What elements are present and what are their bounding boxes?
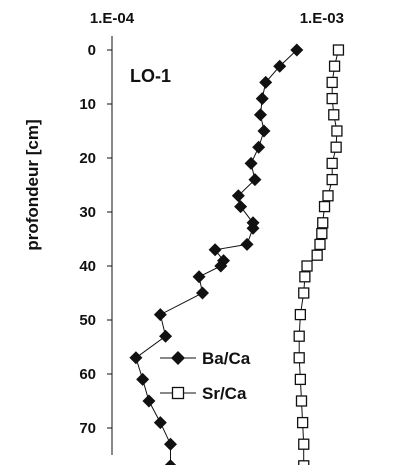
y-tick-label: 50 <box>79 312 96 329</box>
x-tick-label: 1.E-03 <box>300 10 344 27</box>
data-point-ba-ca <box>136 372 150 386</box>
data-point-sr-ca <box>294 373 307 386</box>
data-point-ba-ca <box>259 75 273 89</box>
series-group <box>129 43 345 465</box>
data-point-ba-ca <box>248 173 262 187</box>
data-point-ba-ca <box>246 221 260 235</box>
legend: Ba/Ca Sr/Ca <box>160 349 251 403</box>
data-point-ba-ca <box>192 270 206 284</box>
data-point-ba-ca <box>240 237 254 251</box>
data-point-ba-ca <box>252 140 266 154</box>
y-tick-labels: 0 10 20 30 40 50 60 70 <box>79 42 112 437</box>
y-tick-label: 10 <box>79 96 96 113</box>
y-tick-label: 70 <box>79 420 96 437</box>
x-tick-label: 1.E-04 <box>90 10 135 27</box>
y-tick-label: 40 <box>79 258 96 275</box>
data-point-sr-ca <box>326 76 338 89</box>
data-point-sr-ca <box>330 141 342 153</box>
data-point-sr-ca <box>318 200 331 213</box>
data-point-ba-ca <box>163 437 177 451</box>
data-point-ba-ca <box>253 108 267 122</box>
data-point-ba-ca <box>290 43 304 57</box>
y-tick-label: 30 <box>79 204 96 221</box>
data-point-ba-ca <box>257 124 271 138</box>
data-point-sr-ca <box>326 92 338 105</box>
y-tick-label: 20 <box>79 150 96 167</box>
data-point-ba-ca <box>231 189 245 203</box>
legend-marker-ba-ca <box>171 351 185 365</box>
data-point-ba-ca <box>142 394 156 408</box>
data-point-ba-ca <box>196 286 210 300</box>
data-point-sr-ca <box>317 217 329 229</box>
data-point-ba-ca <box>129 351 143 365</box>
data-point-ba-ca <box>153 416 167 430</box>
data-point-sr-ca <box>326 157 338 170</box>
data-point-sr-ca <box>293 352 305 364</box>
data-point-sr-ca <box>298 287 310 299</box>
data-point-ba-ca <box>214 259 228 273</box>
data-point-sr-ca <box>328 109 340 121</box>
data-point-ba-ca <box>159 329 173 343</box>
x-tick-labels: 1.E-04 1.E-03 <box>90 10 344 27</box>
data-point-sr-ca <box>326 173 338 186</box>
data-point-sr-ca <box>296 416 309 429</box>
data-point-sr-ca <box>294 308 307 321</box>
legend-entry-sr-ca: Sr/Ca <box>160 384 247 403</box>
data-point-sr-ca <box>314 238 326 251</box>
legend-entry-ba-ca: Ba/Ca <box>160 349 251 368</box>
data-point-sr-ca <box>293 330 305 342</box>
y-tick-label: 60 <box>79 366 96 383</box>
data-point-ba-ca <box>273 59 287 73</box>
y-tick-label: 0 <box>88 42 96 59</box>
data-point-ba-ca <box>234 200 248 214</box>
legend-label-ba-ca: Ba/Ca <box>202 349 251 368</box>
data-point-ba-ca <box>164 459 177 465</box>
data-point-sr-ca <box>298 438 310 450</box>
data-point-sr-ca <box>298 460 310 465</box>
data-point-ba-ca <box>208 243 222 257</box>
panel-label: LO-1 <box>130 66 171 86</box>
data-point-sr-ca <box>322 190 334 202</box>
data-point-ba-ca <box>153 308 167 322</box>
data-point-sr-ca <box>332 44 345 56</box>
legend-label-sr-ca: Sr/Ca <box>202 384 247 403</box>
data-point-ba-ca <box>255 92 269 106</box>
legend-marker-sr-ca <box>171 386 185 400</box>
data-point-sr-ca <box>311 249 323 261</box>
data-point-ba-ca <box>244 156 258 170</box>
data-point-sr-ca <box>331 125 343 137</box>
data-point-sr-ca <box>316 227 328 240</box>
data-point-sr-ca <box>295 395 308 407</box>
data-point-sr-ca <box>299 271 311 283</box>
data-point-sr-ca <box>328 60 341 72</box>
data-point-sr-ca <box>301 260 313 272</box>
y-axis-title: profondeur [cm] <box>23 119 42 250</box>
